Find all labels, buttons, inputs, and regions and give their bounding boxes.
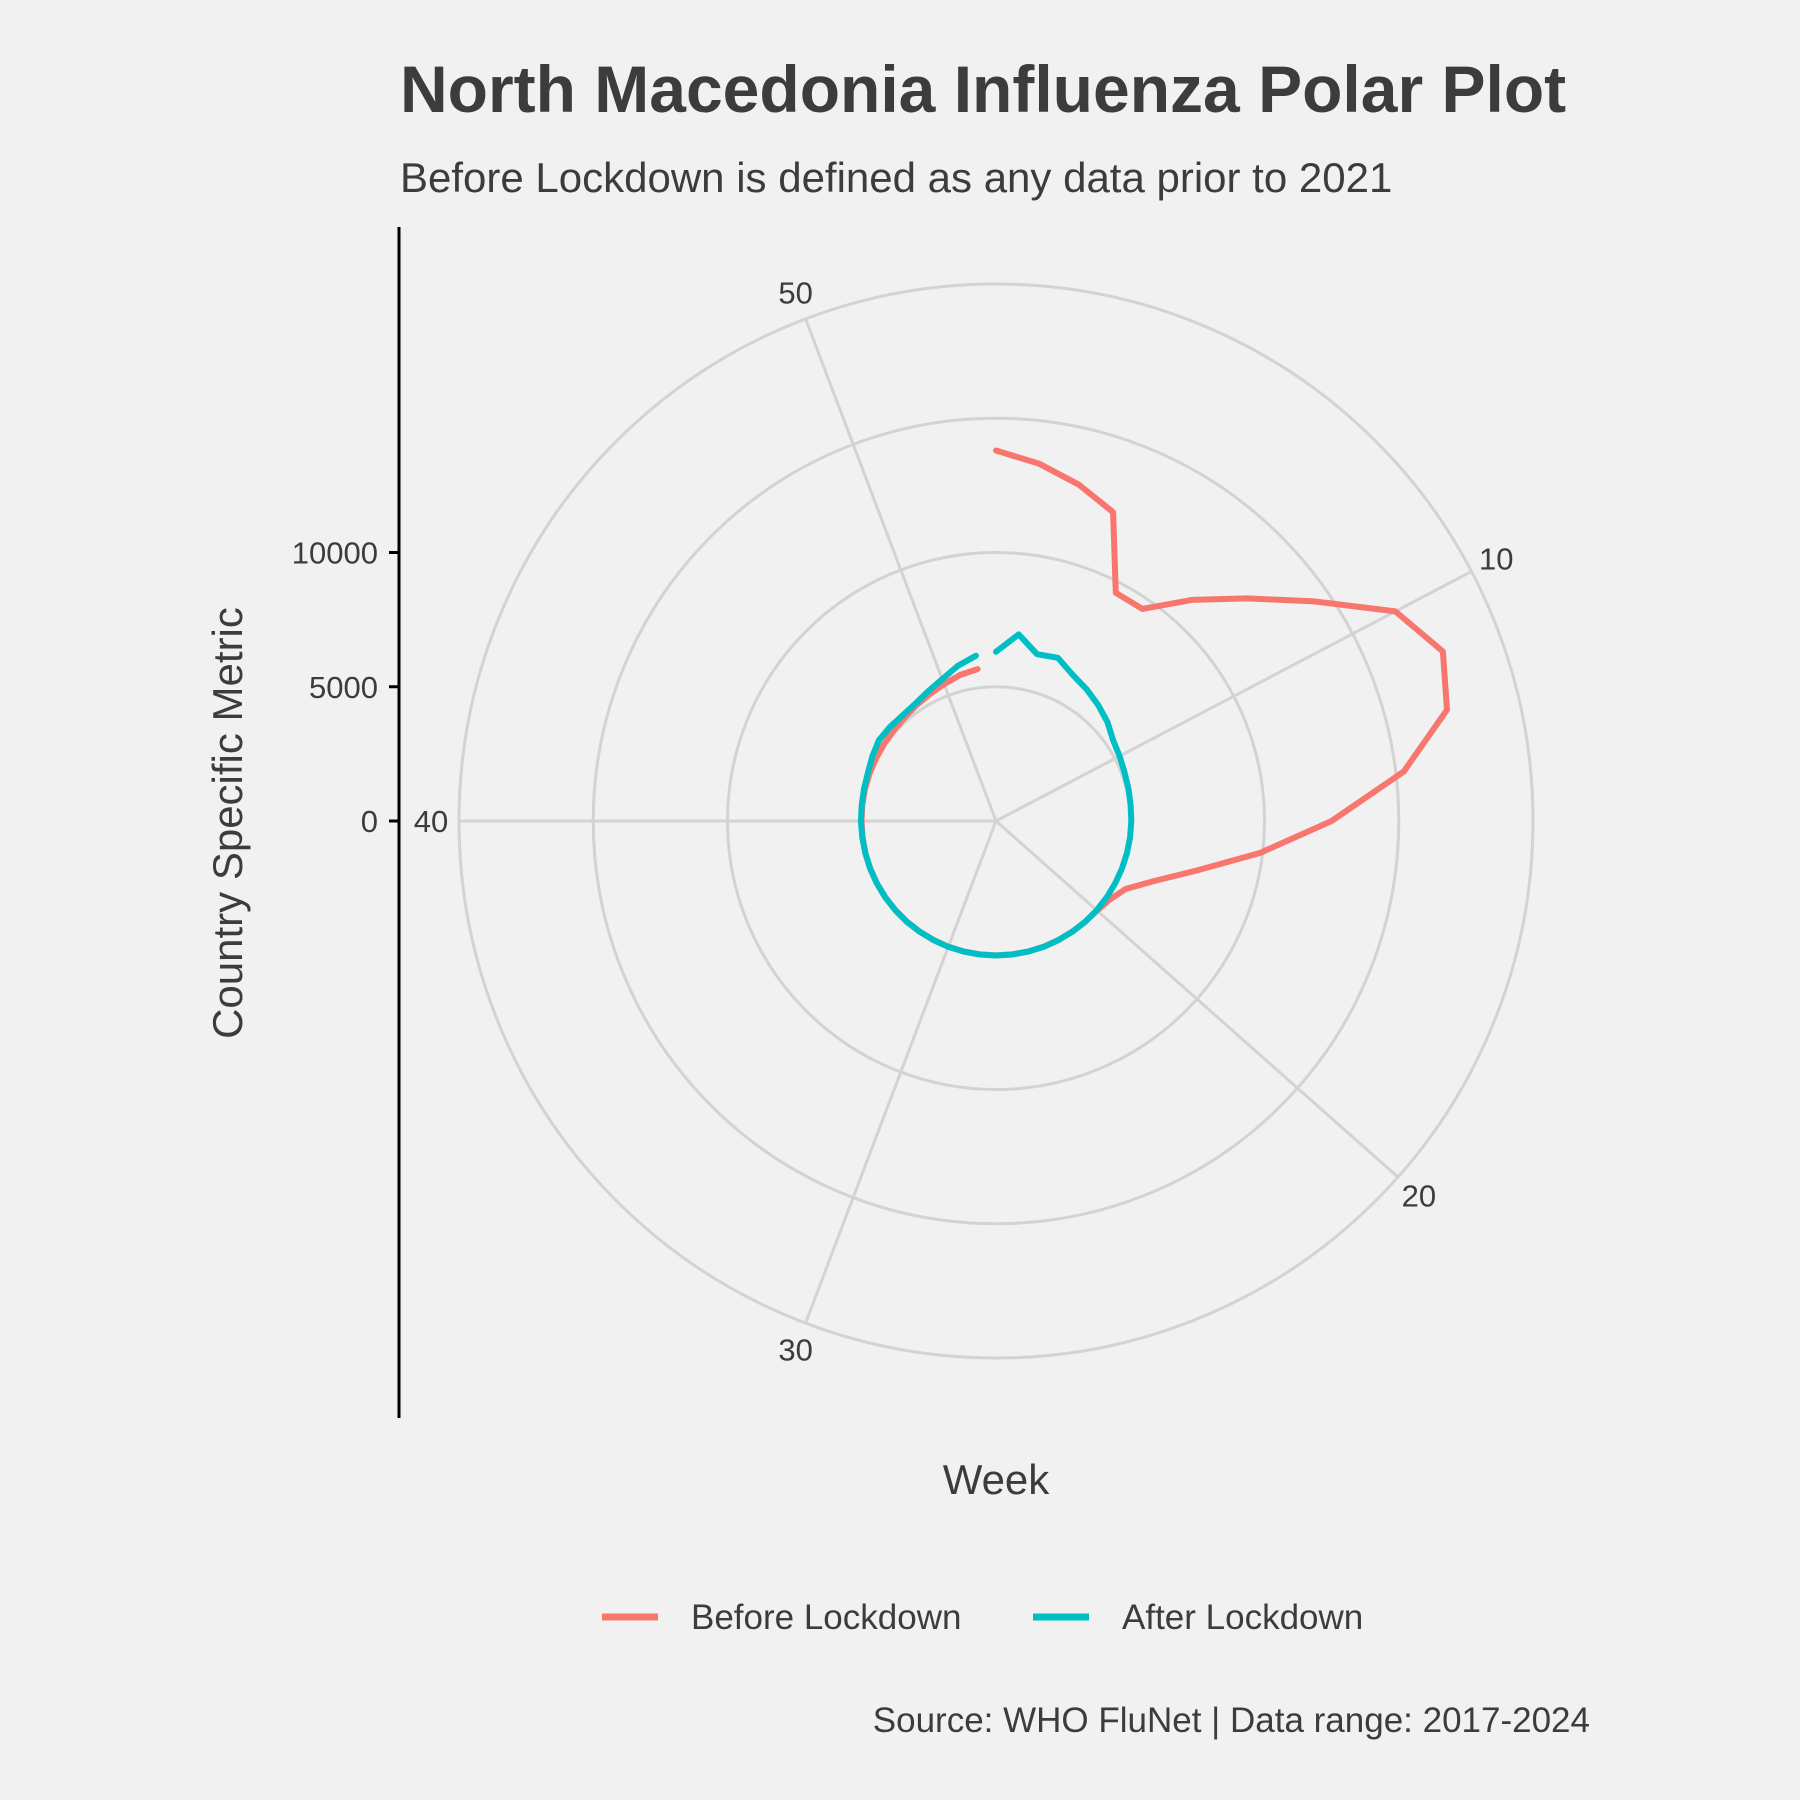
series-line-after-lockdown — [857, 631, 1135, 959]
chart-subtitle: Before Lockdown is defined as any data p… — [400, 154, 1392, 201]
y-tick-label: 5000 — [309, 670, 378, 705]
grid-spoke — [995, 570, 1473, 823]
x-axis-title: Week — [943, 1456, 1051, 1503]
x-tick-label: 20 — [1402, 1179, 1436, 1214]
legend-label: Before Lockdown — [691, 1598, 961, 1637]
y-axis-title: Country Specific Metric — [204, 607, 251, 1039]
chart-title: North Macedonia Influenza Polar Plot — [400, 52, 1566, 126]
grid-spoke — [995, 819, 1399, 1179]
polar-grid — [457, 282, 1535, 1360]
y-tick-label: 10000 — [292, 536, 378, 571]
x-tick-label: 10 — [1479, 541, 1513, 576]
x-tick-label: 40 — [414, 804, 448, 839]
grid-spoke — [804, 820, 998, 1324]
x-tick-label: 50 — [778, 276, 812, 311]
chart-caption: Source: WHO FluNet | Data range: 2017-20… — [873, 1701, 1590, 1740]
x-axis-ticks: 10 20 30 40 50 — [414, 276, 1514, 1368]
series-lines — [857, 447, 1450, 959]
y-tick-label: 0 — [361, 804, 378, 839]
x-tick-label: 30 — [778, 1332, 812, 1367]
legend: Before Lockdown After Lockdown — [602, 1598, 1363, 1637]
series-line-before-lockdown — [858, 447, 1450, 959]
legend-label: After Lockdown — [1122, 1598, 1363, 1637]
grid-spoke — [804, 318, 998, 822]
y-axis: 0 5000 10000 — [292, 227, 401, 1418]
